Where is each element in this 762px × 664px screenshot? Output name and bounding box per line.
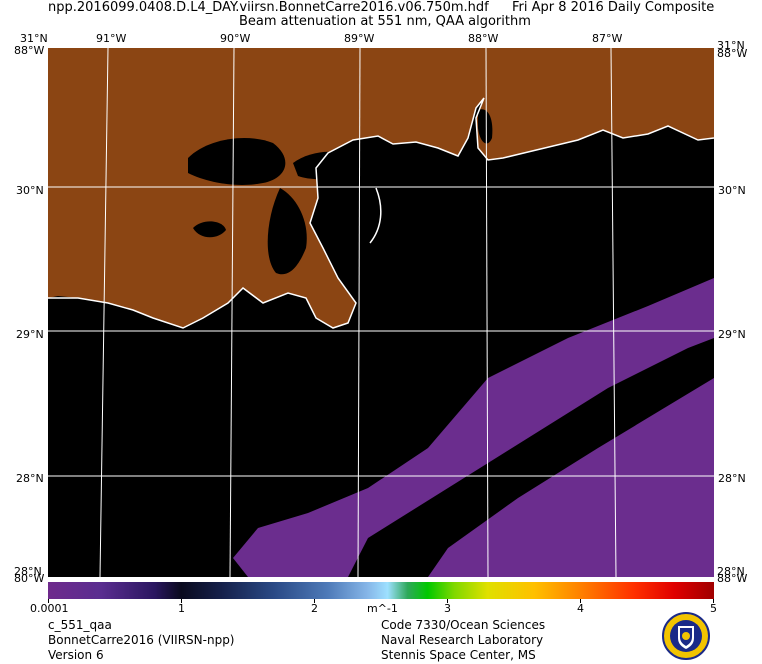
lon-label-89w-top: 89°W xyxy=(344,32,375,45)
colorbar-label-max: 5 xyxy=(710,602,717,615)
product-code: c_551_qaa xyxy=(48,618,112,632)
lat-edge-label-bottom-right: 28°N xyxy=(717,565,745,578)
colorbar-tick xyxy=(580,599,581,603)
lon-label-91w-top: 91°W xyxy=(96,32,127,45)
lon-label-87w-top: 87°W xyxy=(592,32,623,45)
lat-label-29n-left: 29°N xyxy=(16,328,44,341)
colorbar-tick xyxy=(713,599,714,603)
lat-label-28n-right: 28°N xyxy=(718,472,746,485)
colorbar-label-1: 1 xyxy=(178,602,185,615)
lat-label-top-left: 31°N xyxy=(20,32,48,45)
lat-label-29n-right: 29°N xyxy=(718,328,746,341)
coastline xyxy=(48,97,714,329)
lon-label-88w-top: 88°W xyxy=(468,32,499,45)
lon-label-90w-top: 90°W xyxy=(220,32,251,45)
chandeleur-islands xyxy=(369,187,382,244)
lat-label-30n-left: 30°N xyxy=(16,184,44,197)
product-title: Beam attenuation at 551 nm, QAA algorith… xyxy=(239,14,531,29)
beam-attenuation-map[interactable] xyxy=(48,48,714,577)
lon-edge-label-top-right: 88°W xyxy=(717,47,748,60)
land-mass xyxy=(48,48,714,328)
lake-pontchartrain xyxy=(188,138,286,185)
file-name-title: npp.2016099.0408.D.L4_DAY.viirsn.BonnetC… xyxy=(48,0,489,15)
lake-borgne xyxy=(293,151,358,180)
no-data-band xyxy=(348,338,714,577)
colorbar-tick xyxy=(48,599,49,603)
org-location: Stennis Space Center, MS xyxy=(381,648,536,662)
lon-edge-label-bottom-right: 88°W xyxy=(717,572,748,585)
lake-west xyxy=(193,221,226,238)
composite-date: Fri Apr 8 2016 Daily Composite xyxy=(512,0,715,15)
colorbar-tick xyxy=(181,599,182,603)
colorbar-label-min: 0.0001 xyxy=(30,602,69,615)
org-name: Naval Research Laboratory xyxy=(381,633,544,647)
mobile-bay xyxy=(478,109,493,144)
map-canvas xyxy=(48,48,714,577)
lat-label-top-right: 31°N xyxy=(717,39,745,52)
colorbar-label-4: 4 xyxy=(577,602,584,615)
lat-edge-label-bottom-left: 28°N xyxy=(14,565,42,578)
graticule xyxy=(48,48,714,577)
version-label: Version 6 xyxy=(48,648,104,662)
nrl-seal-icon xyxy=(662,612,710,660)
colorbar xyxy=(48,582,714,599)
lon-edge-label-bottom-left: 80°W xyxy=(14,572,45,585)
lon-edge-label-top-left: 88°W xyxy=(14,44,45,57)
org-code: Code 7330/Ocean Sciences xyxy=(381,618,546,632)
colorbar-label-2: 2 xyxy=(311,602,318,615)
lat-label-30n-right: 30°N xyxy=(718,184,746,197)
colorbar-tick xyxy=(314,599,315,603)
low-attenuation-region xyxy=(233,278,714,577)
colorbar-tick xyxy=(447,599,448,603)
lat-label-28n-left: 28°N xyxy=(16,472,44,485)
colorbar-unit: m^-1 xyxy=(367,602,398,615)
bay-delta xyxy=(267,188,307,275)
colorbar-label-3: 3 xyxy=(444,602,451,615)
region-sensor: BonnetCarre2016 (VIIRSN-npp) xyxy=(48,633,235,647)
